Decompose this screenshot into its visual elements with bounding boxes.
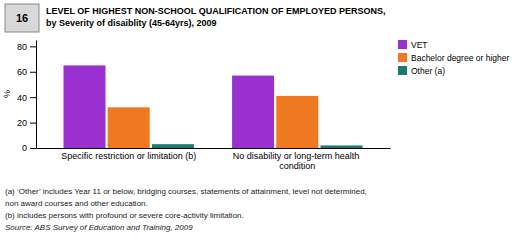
footnote: non award courses and other education. (5, 199, 148, 208)
y-tick-label: 60 (17, 67, 27, 77)
footnote: (a) ‘Other’ includes Year 11 or below, b… (5, 187, 367, 196)
bar (63, 65, 105, 148)
subtitle: by Severity of disaiblity (45-64yrs), 20… (46, 18, 217, 28)
bar (320, 145, 362, 148)
footnote: Source: ABS Survey of Education and Trai… (5, 223, 193, 232)
y-tick: 60 (17, 67, 36, 77)
y-tick-mark (30, 123, 36, 124)
figure-number: 16 (16, 12, 28, 24)
bar (152, 144, 194, 148)
legend-label: Other (a) (411, 66, 445, 76)
y-tick: 40 (17, 93, 36, 103)
figure-number-box (5, 4, 39, 32)
x-axis: Specific restriction or limitation (b) No… (37, 149, 391, 172)
x-tick: Specific restriction or limitation (b) (61, 151, 196, 161)
y-tick-label: 80 (17, 42, 27, 52)
chart: 16 LEVEL OF HIGHEST NON-SCHOOL QUALIFICAT… (0, 0, 529, 252)
bar (232, 76, 274, 148)
legend-item: Other (a) (398, 66, 445, 76)
y-tick: 20 (17, 118, 36, 128)
legend-label: Bachelor degree or higher (411, 53, 509, 63)
x-tick-label: Specific restriction or limitation (b) (61, 151, 196, 161)
footnote: (b) includes persons with profound or se… (5, 211, 244, 220)
legend-swatch (398, 66, 407, 75)
bar (276, 96, 318, 148)
y-tick-mark (30, 72, 36, 73)
legend-item: VET (398, 40, 428, 50)
x-axis-line (37, 148, 391, 149)
legend-label: VET (411, 40, 428, 50)
y-axis-label: % (2, 90, 12, 98)
legend-swatch (398, 53, 407, 62)
y-tick-mark (30, 97, 36, 98)
y-axis-line (36, 41, 37, 149)
title: LEVEL OF HIGHEST NON-SCHOOL QUALIFICATIO… (46, 6, 386, 16)
legend-item: Bachelor degree or higher (398, 53, 509, 63)
y-tick: 0 (22, 143, 36, 153)
legend-swatch (398, 40, 407, 49)
y-tick-mark (30, 148, 36, 149)
x-tick-label: No disability or long-term health condit… (233, 151, 362, 171)
bars (63, 65, 362, 148)
y-axis: 0 20 40 60 80 (17, 41, 37, 154)
y-tick-label: 20 (17, 118, 27, 128)
legend: VET Bachelor degree or higher Other (a) (398, 40, 509, 76)
y-tick-label: 40 (17, 93, 27, 103)
y-tick-label: 0 (22, 143, 27, 153)
y-tick: 80 (17, 42, 36, 52)
bar (108, 107, 150, 148)
x-tick: No disability or long-term health condit… (233, 151, 362, 171)
y-tick-mark (30, 46, 36, 47)
